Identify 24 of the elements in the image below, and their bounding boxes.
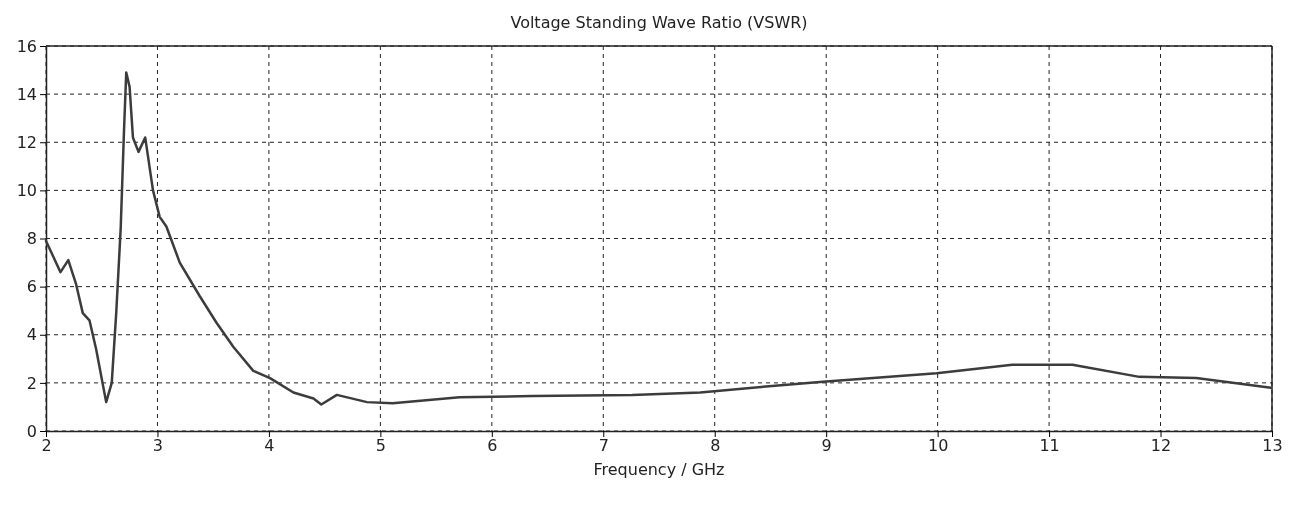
x-tick-label: 10 (927, 436, 949, 456)
x-tick-label: 13 (1262, 436, 1283, 456)
x-tick-label: 4 (264, 436, 275, 456)
x-tick-label: 12 (1150, 436, 1172, 456)
x-tick-label: 2 (41, 436, 52, 456)
y-tick-label: 2 (26, 373, 37, 393)
chart-title: Voltage Standing Wave Ratio (VSWR) (510, 13, 808, 32)
x-tick-label: 11 (1039, 436, 1060, 456)
y-tick-label: 14 (16, 84, 37, 104)
y-tick-label: 10 (16, 180, 37, 200)
x-axis-title: Frequency / GHz (593, 460, 725, 479)
y-tick-label: 0 (26, 421, 37, 441)
x-tick-label: 3 (152, 436, 164, 456)
y-tick-label: 12 (16, 132, 37, 152)
y-tick-label: 8 (26, 229, 37, 249)
line-series (44, 71, 1273, 406)
x-tick-label: 5 (375, 436, 386, 456)
y-tick-label: 6 (26, 277, 37, 297)
x-tick-label: 8 (710, 436, 721, 456)
x-tick-label: 9 (821, 436, 832, 456)
y-tick-label: 16 (16, 36, 37, 56)
x-tick-label: 7 (598, 436, 609, 456)
x-tick-label: 6 (487, 436, 498, 456)
y-tick-label: 4 (26, 325, 37, 345)
